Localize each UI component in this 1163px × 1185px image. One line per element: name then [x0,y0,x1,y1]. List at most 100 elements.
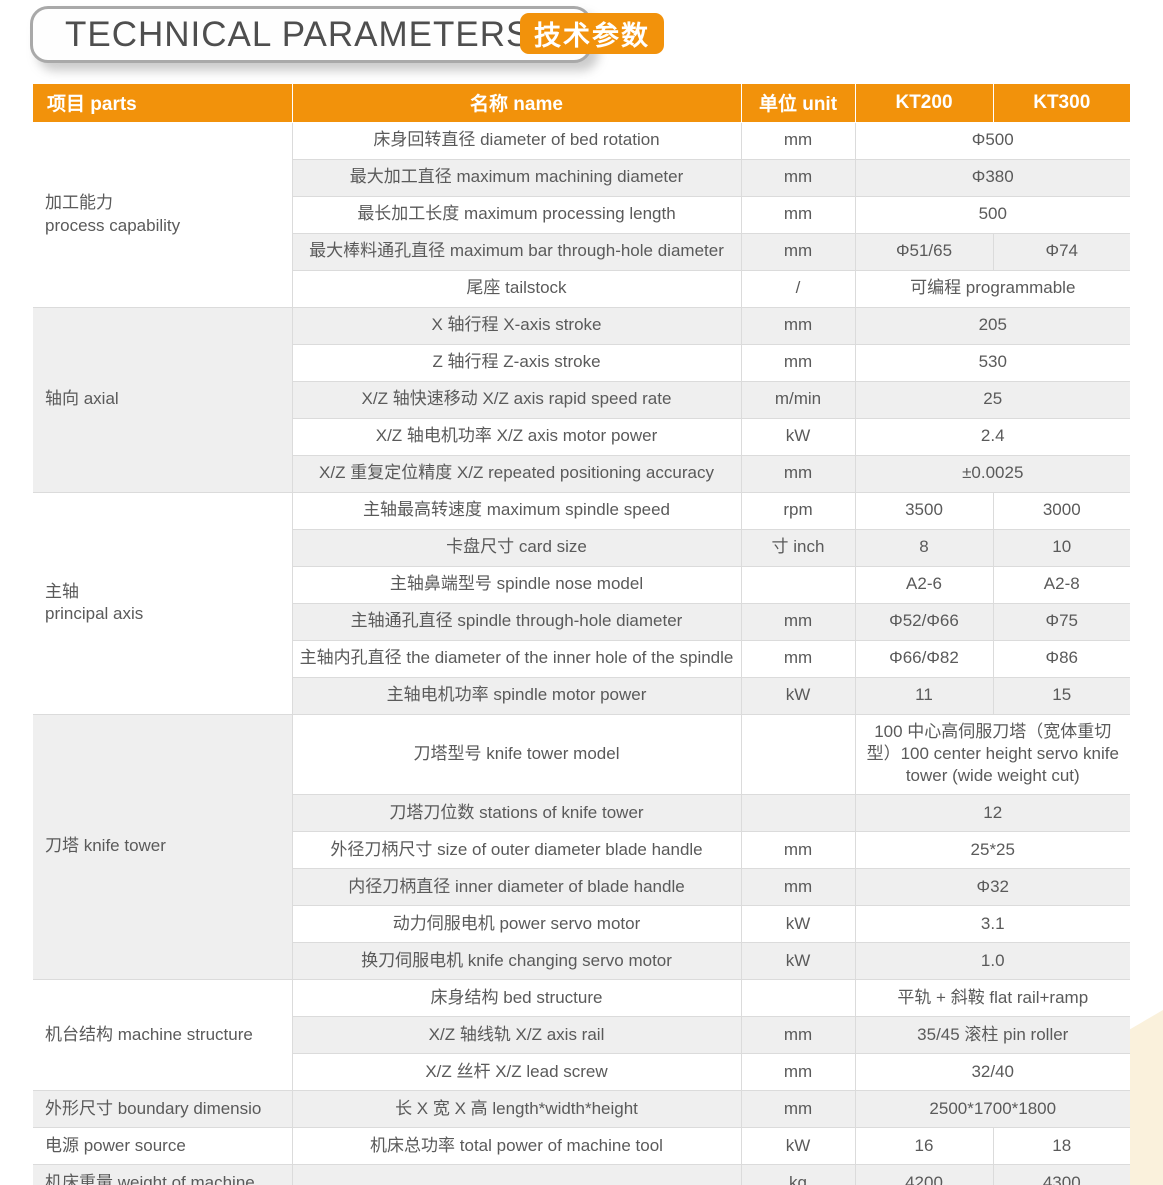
param-name-cell: 刀塔刀位数 stations of knife tower [291,793,742,832]
param-name-cell: 床身结构 bed structure [291,978,742,1017]
table-row: 外径刀柄尺寸 size of outer diameter blade hand… [33,830,1131,869]
unit-cell: kW [740,941,856,980]
value-kt200-cell: 4200 [854,1163,994,1185]
value-kt200-cell: 8 [854,528,994,567]
unit-cell: kW [740,1126,856,1165]
param-name-cell: 机床总功率 total power of machine tool [291,1126,742,1165]
unit-cell: mm [740,195,856,234]
value-cell: 32/40 [854,1052,1131,1091]
table-row: Z 轴行程 Z-axis stroke mm 530 [33,343,1131,382]
page-title: TECHNICAL PARAMETERS [65,14,531,54]
title-badge: 技术参数 [520,13,664,54]
unit-cell: rpm [740,491,856,530]
table-row: 加工能力 process capability 床身回转直径 diameter … [32,121,1131,308]
table-row: X/Z 轴快速移动 X/Z axis rapid speed rate m/mi… [33,380,1131,419]
unit-cell: mm [740,1089,856,1128]
param-name-cell: X 轴行程 X-axis stroke [291,306,742,345]
param-name-cell: 床身回转直径 diameter of bed rotation [291,121,742,160]
table-row: 电源 power source 机床总功率 total power of mac… [32,1126,1131,1165]
value-kt300-cell: Φ74 [992,232,1131,271]
title-box: TECHNICAL PARAMETERS [30,6,592,63]
value-cell: 100 中心高伺服刀塔（宽体重切型）100 center height serv… [854,713,1131,795]
table-row: X/Z 重复定位精度 X/Z repeated positioning accu… [33,454,1131,493]
section-label-cell: 电源 power source [32,1126,293,1165]
value-cell: Φ500 [854,121,1131,160]
param-name-cell: 尾座 tailstock [291,269,742,308]
col-header-kt200: KT200 [854,83,994,123]
col-header-parts: 项目 parts [32,83,293,123]
unit-cell: mm [740,1015,856,1054]
param-name-cell: 外径刀柄尺寸 size of outer diameter blade hand… [291,830,742,869]
param-name-cell: 主轴内孔直径 the diameter of the inner hole of… [291,639,742,678]
unit-cell: mm [740,121,856,160]
unit-cell: kW [740,904,856,943]
param-name-cell: X/Z 重复定位精度 X/Z repeated positioning accu… [291,454,742,493]
value-kt300-cell: 10 [992,528,1131,567]
section-label-cell: 加工能力 process capability [32,121,293,308]
col-header-name: 名称 name [291,83,742,123]
parameters-table: 项目 parts 名称 name 单位 unit KT200 KT300 加工能… [32,83,1131,1185]
unit-cell [740,978,856,1017]
unit-cell: m/min [740,380,856,419]
table-row: 外形尺寸 boundary dimensio 长 X 宽 X 高 length*… [32,1089,1131,1128]
param-name-cell: 主轴通孔直径 spindle through-hole diameter [291,602,742,641]
parameters-table-wrap: 项目 parts 名称 name 单位 unit KT200 KT300 加工能… [32,83,1131,1185]
unit-cell: mm [740,454,856,493]
value-kt200-cell: 3500 [854,491,994,530]
table-row: 尾座 tailstock / 可编程 programmable [33,269,1131,308]
table-row: 刀塔 knife tower 刀塔型号 knife tower model 10… [32,713,1131,980]
value-cell: 500 [854,195,1131,234]
param-name-cell: Z 轴行程 Z-axis stroke [291,343,742,382]
unit-cell: mm [740,830,856,869]
unit-cell: mm [740,639,856,678]
value-kt300-cell: 18 [992,1126,1131,1165]
unit-cell: mm [740,602,856,641]
unit-cell: mm [740,158,856,197]
table-row: 主轴鼻端型号 spindle nose model A2-6 A2-8 [33,565,1131,604]
table-row: 最长加工长度 maximum processing length mm 500 [33,195,1131,234]
param-name-cell: X/Z 轴快速移动 X/Z axis rapid speed rate [291,380,742,419]
value-cell: 2500*1700*1800 [854,1089,1131,1128]
value-cell: 1.0 [854,941,1131,980]
unit-cell: kg [740,1163,856,1185]
section-label-cell: 主轴 principal axis [32,491,293,715]
table-header-row: 项目 parts 名称 name 单位 unit KT200 KT300 [32,83,1131,123]
unit-cell [740,565,856,604]
param-name-cell: 内径刀柄直径 inner diameter of blade handle [291,867,742,906]
section-label-cell: 机台结构 machine structure [32,978,293,1091]
param-name-cell: 刀塔型号 knife tower model [291,713,742,795]
unit-cell: mm [740,306,856,345]
table-row: X/Z 轴线轨 X/Z axis rail mm 35/45 滚柱 pin ro… [33,1015,1131,1054]
param-name-cell: 卡盘尺寸 card size [291,528,742,567]
unit-cell: / [740,269,856,308]
section-label-cell: 轴向 axial [32,306,293,493]
param-name-cell: 换刀伺服电机 knife changing servo motor [291,941,742,980]
value-kt300-cell: Φ75 [992,602,1131,641]
table-row: 刀塔刀位数 stations of knife tower 12 [33,793,1131,832]
value-cell: 可编程 programmable [854,269,1131,308]
table-row: 最大加工直径 maximum machining diameter mm Φ38… [33,158,1131,197]
value-kt300-cell: 15 [992,676,1131,715]
unit-cell: 寸 inch [740,528,856,567]
param-name-cell: X/Z 轴线轨 X/Z axis rail [291,1015,742,1054]
value-kt200-cell: 16 [854,1126,994,1165]
value-cell: 12 [854,793,1131,832]
param-name-cell: 主轴最高转速度 maximum spindle speed [291,491,742,530]
section-label-cell: 外形尺寸 boundary dimensio [32,1089,293,1128]
param-name-cell: 主轴鼻端型号 spindle nose model [291,565,742,604]
param-name-cell: 主轴电机功率 spindle motor power [291,676,742,715]
col-header-kt300: KT300 [992,83,1131,123]
table-row: 卡盘尺寸 card size 寸 inch 8 10 [33,528,1131,567]
table-row: X/Z 丝杆 X/Z lead screw mm 32/40 [33,1052,1131,1091]
table-row: 内径刀柄直径 inner diameter of blade handle mm… [33,867,1131,906]
value-cell: 2.4 [854,417,1131,456]
param-name-cell: 最长加工长度 maximum processing length [291,195,742,234]
unit-cell [740,793,856,832]
unit-cell: mm [740,867,856,906]
value-cell: 25*25 [854,830,1131,869]
col-header-unit: 单位 unit [740,83,856,123]
page-header: TECHNICAL PARAMETERS 技术参数 [30,6,664,63]
value-kt200-cell: Φ52/Φ66 [854,602,994,641]
value-kt200-cell: 11 [854,676,994,715]
